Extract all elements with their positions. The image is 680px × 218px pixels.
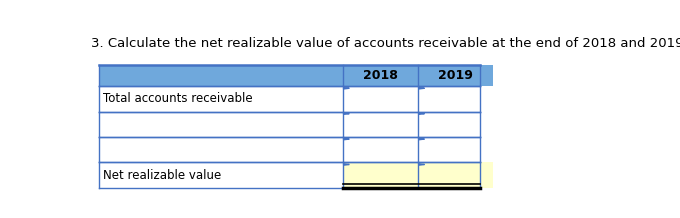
Text: Total accounts receivable: Total accounts receivable <box>103 92 253 106</box>
Text: 2018: 2018 <box>363 69 398 82</box>
Bar <box>99 162 343 188</box>
Bar <box>343 137 418 162</box>
Polygon shape <box>343 138 350 140</box>
Bar <box>418 112 494 137</box>
Polygon shape <box>419 164 424 165</box>
Bar <box>418 65 494 86</box>
Bar <box>343 112 418 137</box>
Bar <box>418 137 494 162</box>
Polygon shape <box>419 88 424 89</box>
Bar <box>418 162 494 188</box>
Polygon shape <box>419 138 424 140</box>
Text: 2019: 2019 <box>439 69 473 82</box>
Polygon shape <box>343 88 350 89</box>
Polygon shape <box>343 113 350 114</box>
Polygon shape <box>343 164 350 165</box>
Bar <box>343 162 418 188</box>
Text: Net realizable value: Net realizable value <box>103 169 222 182</box>
Bar <box>343 86 418 112</box>
Bar <box>99 112 343 137</box>
Bar <box>418 86 494 112</box>
Bar <box>99 86 343 112</box>
Bar <box>99 65 343 86</box>
Text: 3. Calculate the net realizable value of accounts receivable at the end of 2018 : 3. Calculate the net realizable value of… <box>91 37 680 50</box>
Polygon shape <box>419 113 424 114</box>
Bar <box>343 65 418 86</box>
Bar <box>99 137 343 162</box>
